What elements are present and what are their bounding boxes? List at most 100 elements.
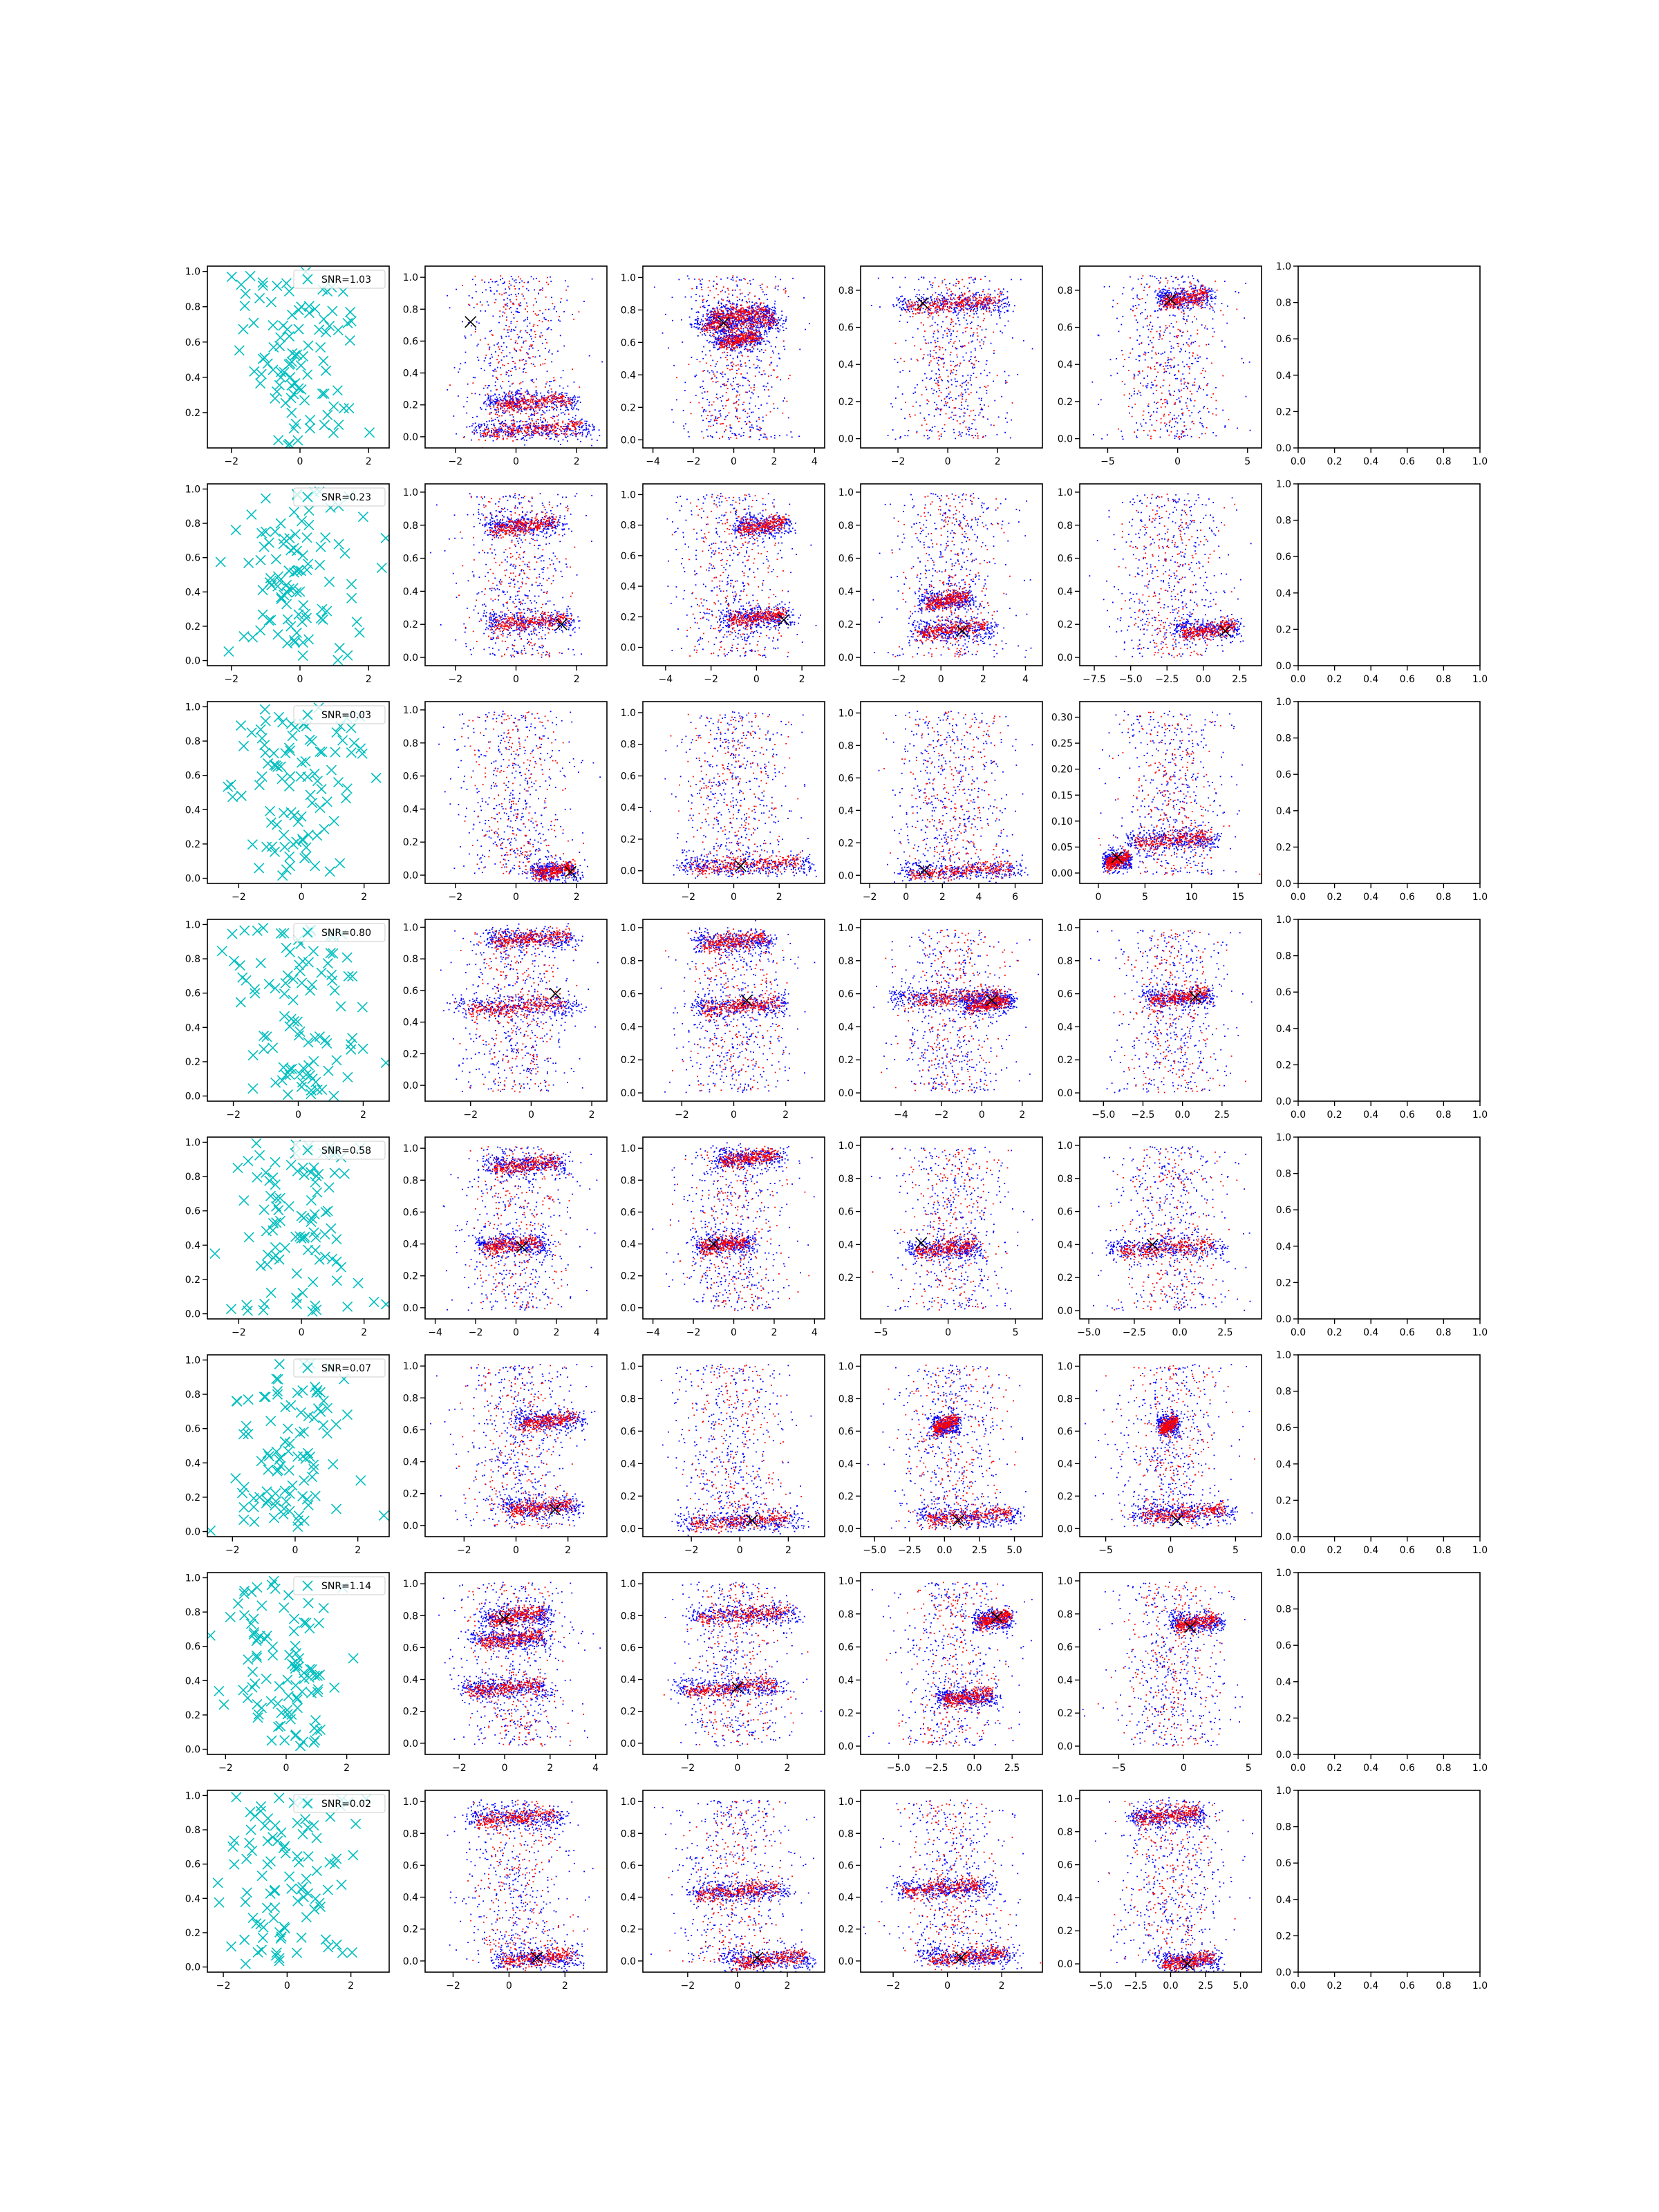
data-point <box>480 310 482 312</box>
data-point <box>932 336 935 338</box>
data-point <box>474 284 476 285</box>
data-point <box>498 411 500 413</box>
data-point <box>702 371 704 372</box>
data-point <box>720 312 722 315</box>
data-point <box>703 305 705 307</box>
data-point <box>944 404 946 406</box>
data-point <box>749 349 751 351</box>
data-point <box>973 409 975 411</box>
data-point <box>728 328 730 330</box>
data-point <box>507 401 508 403</box>
data-point <box>709 329 710 331</box>
data-point <box>536 392 538 394</box>
data-point <box>299 395 310 406</box>
data-point <box>753 319 756 320</box>
data-point <box>532 356 534 357</box>
data-point <box>554 433 556 435</box>
data-point <box>557 422 559 424</box>
data-point <box>467 322 469 324</box>
data-point <box>732 275 734 277</box>
data-point <box>685 423 686 425</box>
y-tick-label: 0.6 <box>621 337 636 348</box>
data-point <box>773 312 775 313</box>
data-point <box>488 400 490 402</box>
data-point <box>772 317 774 318</box>
data-point <box>447 389 449 391</box>
data-point <box>543 317 545 319</box>
data-point <box>508 375 509 377</box>
data-point <box>982 343 984 345</box>
data-point <box>518 390 521 392</box>
data-point <box>732 302 733 304</box>
data-point <box>753 389 755 391</box>
data-point <box>257 280 268 291</box>
data-point <box>754 405 756 407</box>
data-point <box>542 422 544 424</box>
data-point <box>559 400 561 402</box>
data-point <box>556 415 558 418</box>
data-point <box>545 400 546 402</box>
data-point <box>918 289 920 291</box>
data-point <box>495 409 497 411</box>
data-point <box>534 424 536 427</box>
data-point <box>702 334 703 336</box>
data-point <box>553 427 555 429</box>
data-point <box>535 420 537 422</box>
data-point <box>732 312 733 314</box>
data-point <box>756 306 758 307</box>
data-point <box>728 343 730 345</box>
data-point <box>531 418 533 420</box>
data-point <box>579 424 581 427</box>
data-point <box>955 279 957 281</box>
data-point <box>479 301 481 303</box>
data-point <box>924 373 926 375</box>
data-point <box>909 415 911 418</box>
data-point <box>574 398 576 400</box>
data-point <box>581 427 583 429</box>
data-point <box>577 423 579 425</box>
data-point <box>510 375 512 377</box>
data-point <box>518 427 520 429</box>
data-point <box>935 377 937 379</box>
data-point <box>960 394 962 396</box>
data-point <box>745 337 747 339</box>
data-point <box>752 308 754 310</box>
data-point <box>751 312 753 313</box>
data-point <box>771 306 774 308</box>
data-point <box>755 335 757 337</box>
data-point <box>971 384 973 386</box>
data-point <box>728 301 730 303</box>
data-point <box>894 342 897 344</box>
data-point <box>695 319 697 321</box>
data-point <box>511 407 513 409</box>
data-point <box>513 406 514 408</box>
data-point <box>270 393 281 404</box>
data-point <box>530 414 532 416</box>
data-point <box>971 435 973 436</box>
data-point <box>749 319 751 320</box>
x-tick-label: −2 <box>449 456 463 467</box>
data-point <box>512 405 514 407</box>
data-point <box>509 403 511 405</box>
data-point <box>511 393 512 395</box>
data-point <box>524 406 526 409</box>
data-point <box>764 310 766 312</box>
data-point <box>510 338 512 340</box>
data-point <box>696 359 698 360</box>
data-point <box>551 427 552 429</box>
data-point <box>983 298 985 300</box>
data-point <box>491 418 493 420</box>
data-point <box>728 334 730 336</box>
data-point <box>953 414 955 416</box>
data-point <box>516 404 518 406</box>
data-point <box>937 337 939 339</box>
data-point <box>757 306 759 308</box>
data-point <box>715 341 718 344</box>
data-point <box>939 389 941 391</box>
data-point <box>511 391 513 393</box>
data-point <box>928 413 930 415</box>
data-point <box>485 409 487 411</box>
data-point <box>760 287 762 289</box>
data-point <box>757 348 759 350</box>
data-point <box>730 310 731 312</box>
